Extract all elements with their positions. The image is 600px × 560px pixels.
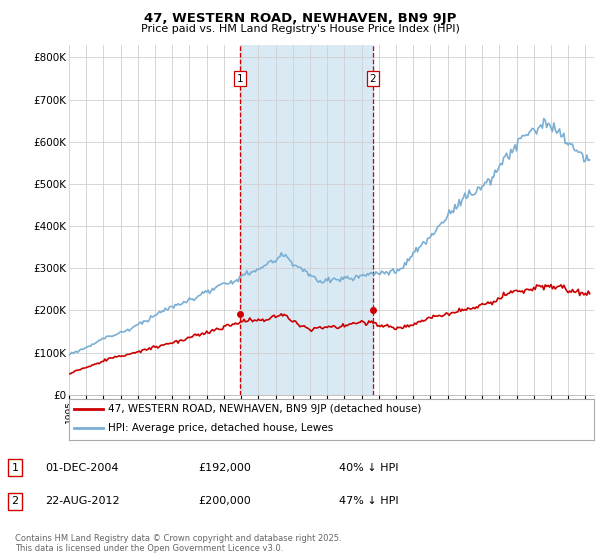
Bar [240, 45, 373, 395]
Text: 01-DEC-2004: 01-DEC-2004 [45, 463, 119, 473]
Text: 2: 2 [11, 496, 19, 506]
Text: 47, WESTERN ROAD, NEWHAVEN, BN9 9JP: 47, WESTERN ROAD, NEWHAVEN, BN9 9JP [144, 12, 456, 25]
Text: £192,000: £192,000 [198, 463, 251, 473]
Text: 47, WESTERN ROAD, NEWHAVEN, BN9 9JP (detached house): 47, WESTERN ROAD, NEWHAVEN, BN9 9JP (det… [109, 404, 422, 414]
Text: 22-AUG-2012: 22-AUG-2012 [45, 496, 119, 506]
Text: HPI: Average price, detached house, Lewes: HPI: Average price, detached house, Lewe… [109, 423, 334, 433]
Text: Contains HM Land Registry data © Crown copyright and database right 2025.
This d: Contains HM Land Registry data © Crown c… [15, 534, 341, 553]
Text: 2: 2 [370, 73, 376, 83]
Text: Price paid vs. HM Land Registry's House Price Index (HPI): Price paid vs. HM Land Registry's House … [140, 24, 460, 34]
Text: 1: 1 [11, 463, 19, 473]
Text: £200,000: £200,000 [198, 496, 251, 506]
Text: 40% ↓ HPI: 40% ↓ HPI [339, 463, 398, 473]
Text: 47% ↓ HPI: 47% ↓ HPI [339, 496, 398, 506]
Text: 1: 1 [236, 73, 243, 83]
